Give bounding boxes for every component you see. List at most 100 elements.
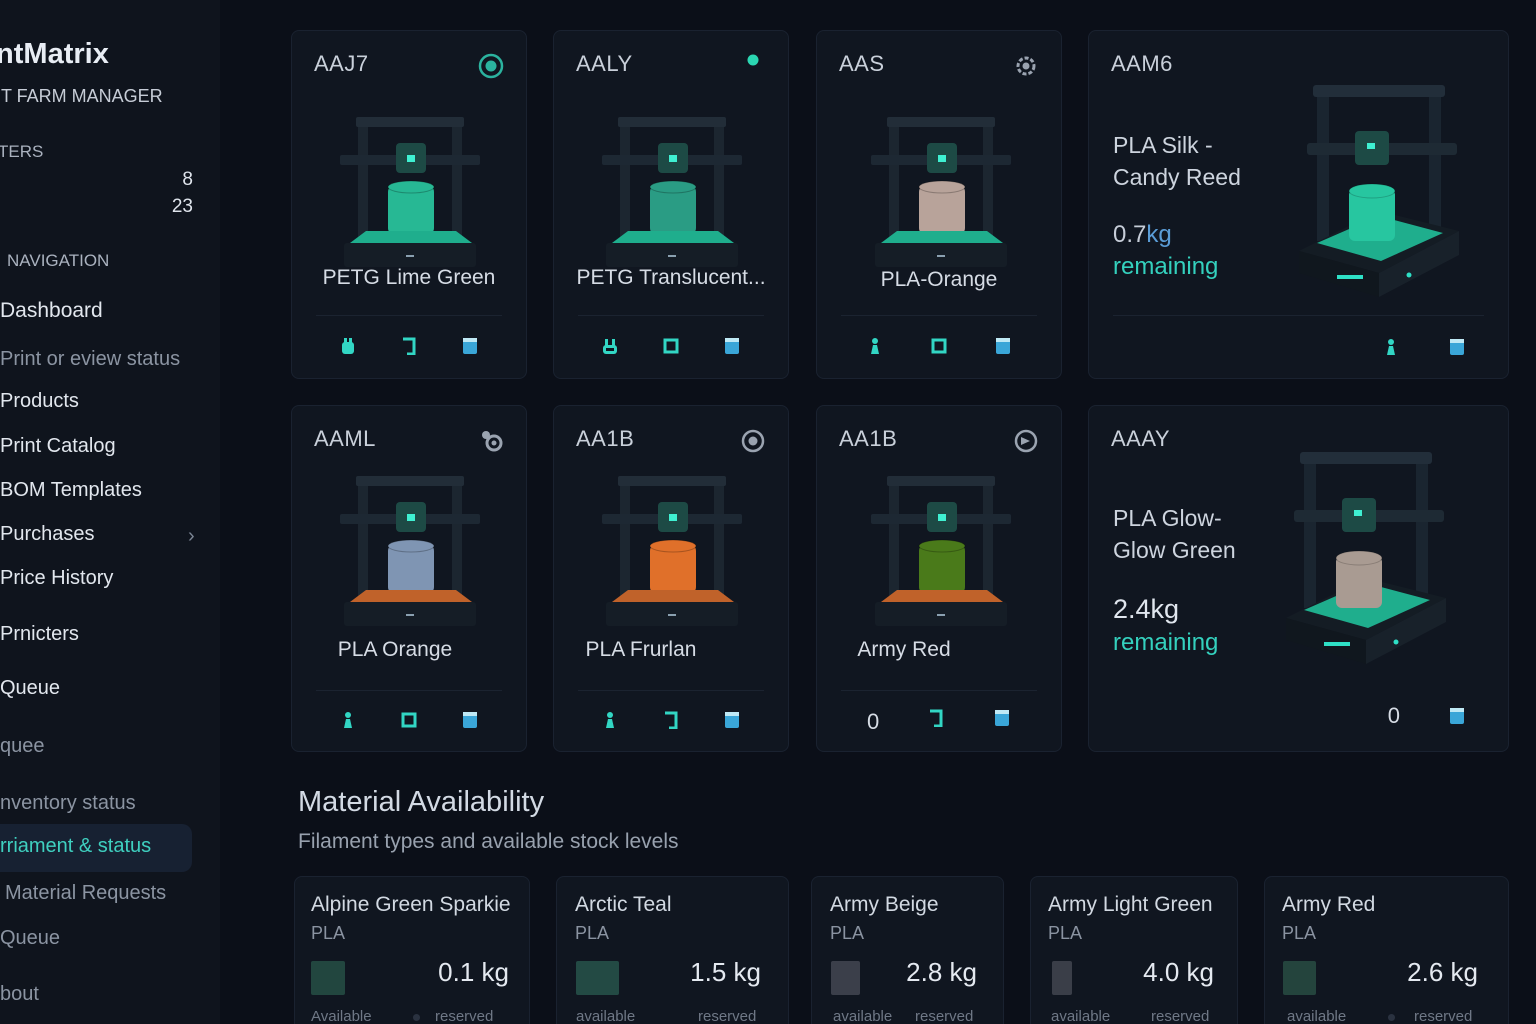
filament-weight: 0.7kg (1113, 221, 1241, 249)
nav-filament-status[interactable]: rriament & status (0, 835, 152, 857)
stock-qty: 4.0 kg (1143, 957, 1214, 987)
queue-count: 0 (866, 709, 880, 734)
spool-box-icon[interactable] (461, 711, 479, 729)
brand-subtitle: NT FARM MANAGER (0, 86, 163, 106)
nav-dashboard[interactable]: Dashboard (0, 299, 103, 322)
bracket-icon[interactable] (662, 711, 680, 729)
printer-card[interactable]: AA1B Army Red 0 (816, 405, 1062, 752)
printer-card[interactable]: AAML PLA Orange (291, 405, 527, 752)
nav-products[interactable]: Products (0, 390, 79, 412)
printer-id: AAAY (1111, 426, 1171, 451)
spool-box-icon[interactable] (994, 337, 1012, 355)
stock-qty: 1.5 kg (690, 957, 761, 987)
printer-card[interactable]: AALY PETG Translucent... (553, 30, 789, 379)
card-actions (292, 337, 526, 355)
material-card[interactable]: Army Beige PLA 2.8 kg available reserved (811, 876, 1004, 1024)
nav-purchases[interactable]: Purchases (0, 523, 95, 545)
navigation-label: NAVIGATION (7, 251, 110, 270)
nozzle-icon[interactable] (866, 337, 884, 355)
gear-icon (1016, 56, 1036, 76)
material-name: Army Red (1282, 893, 1376, 916)
spool-box-icon[interactable] (1448, 338, 1466, 356)
nozzle-icon[interactable] (601, 711, 619, 729)
reserved-label: reserved (1414, 1008, 1473, 1024)
card-actions (292, 711, 526, 729)
card-actions: 0 (817, 709, 1061, 735)
spool-box-icon[interactable] (723, 337, 741, 355)
material-type: PLA (830, 923, 865, 943)
stock-qty: 2.6 kg (1407, 957, 1478, 987)
available-label: Available (311, 1008, 372, 1024)
nav-queue-2[interactable]: Queue (0, 927, 61, 949)
square-icon[interactable] (930, 337, 948, 355)
nav-inventory-status[interactable]: nventory status (0, 792, 136, 814)
chevron-right-icon[interactable]: › (188, 525, 195, 547)
queue-count: 0 (1387, 703, 1400, 728)
nozzle-icon[interactable] (339, 711, 357, 729)
nav-active-highlight[interactable]: rriament & status (0, 824, 192, 872)
spin-status-icon (1014, 429, 1038, 453)
ring-status-icon (478, 53, 504, 79)
sidebar: intMatrix NT FARM MANAGER TERS 8 23 NAVI… (0, 0, 220, 1024)
available-label: available (1051, 1008, 1111, 1024)
dot-status-icon (747, 54, 759, 66)
material-name: Army Beige (830, 893, 939, 916)
nav-printers[interactable]: Prnicters (0, 623, 79, 645)
bracket-icon[interactable] (927, 709, 945, 727)
material-name: Army Light Green (1048, 893, 1213, 916)
brand-title: intMatrix (0, 38, 109, 70)
card-divider (1113, 315, 1484, 316)
nav-material-requests[interactable]: Material Requests (5, 882, 167, 904)
card-divider (316, 315, 502, 316)
card-divider (578, 690, 764, 691)
printer-card[interactable]: AAS PLA-Orange (816, 30, 1062, 379)
printer-id: AAM6 (1111, 51, 1173, 76)
nav-queue[interactable]: Queue (0, 677, 61, 699)
spool-box-icon[interactable] (993, 709, 1011, 727)
stock-swatch (831, 961, 860, 995)
nav-bom-templates[interactable]: BOM Templates (0, 479, 142, 501)
square-icon[interactable] (400, 711, 418, 729)
nozzle-icon[interactable] (1382, 338, 1400, 356)
material-card[interactable]: Arctic Teal PLA 1.5 kg available reserve… (556, 876, 789, 1024)
spool-box-icon[interactable] (461, 337, 479, 355)
material-name: Arctic Teal (575, 893, 672, 916)
printer-id: AAML (314, 426, 376, 451)
filament-name: PLA Glow- Glow Green (1113, 505, 1236, 563)
printer-id: AA1B (839, 426, 898, 451)
printer-id: AAJ7 (314, 51, 369, 76)
nav-about[interactable]: bout (0, 983, 39, 1005)
printer-id: AA1B (576, 426, 635, 451)
bracket-icon[interactable] (400, 337, 418, 355)
material-card[interactable]: Army Red PLA 2.6 kg available reserved (1264, 876, 1509, 1024)
tool-icon[interactable] (601, 337, 619, 355)
square-icon[interactable] (662, 337, 680, 355)
nav-print-catalog[interactable]: Print Catalog (0, 435, 116, 457)
material-card[interactable]: Alpine Green Sparkie PLA 0.1 kg Availabl… (294, 876, 530, 1024)
printer-card[interactable]: AAJ7 PETG Lime Green (291, 30, 527, 379)
material-card[interactable]: Army Light Green PLA 4.0 kg available re… (1030, 876, 1238, 1024)
material-type: PLA (1048, 923, 1083, 943)
remaining-label: remaining (1113, 253, 1219, 280)
filament-name: PETG Lime Green (322, 266, 496, 289)
printer-illustration (1261, 428, 1471, 678)
stock-swatch (576, 961, 619, 995)
printer-card-wide[interactable]: AAM6 PLA Silk - Candy Reed 0.7kg remaini… (1088, 30, 1509, 379)
printer-card[interactable]: AA1B PLA Frurlan (553, 405, 789, 752)
printers-section-label: TERS (0, 142, 44, 161)
spool-box-icon[interactable] (1448, 707, 1466, 725)
stock-swatch (1052, 961, 1072, 995)
nav-print-review-status[interactable]: Print or eview status (0, 348, 181, 370)
gear-icon (482, 431, 503, 452)
nav-price-history[interactable]: Price History (0, 567, 114, 589)
printer-illustration (336, 103, 484, 273)
spool-box-icon[interactable] (723, 711, 741, 729)
nav-quee[interactable]: quee (0, 735, 45, 757)
printer-card-wide[interactable]: AAAY PLA Glow- Glow Green 2.4kg remainin… (1088, 405, 1509, 752)
filament-name: PLA Orange (337, 638, 453, 661)
spool-icon[interactable] (339, 337, 357, 355)
reserved-label: reserved (1151, 1008, 1210, 1024)
weight-value: 0.7 (1113, 221, 1147, 248)
filament-name: PLA Silk - Candy Reed (1113, 132, 1241, 190)
reserved-label: reserved (435, 1008, 494, 1024)
